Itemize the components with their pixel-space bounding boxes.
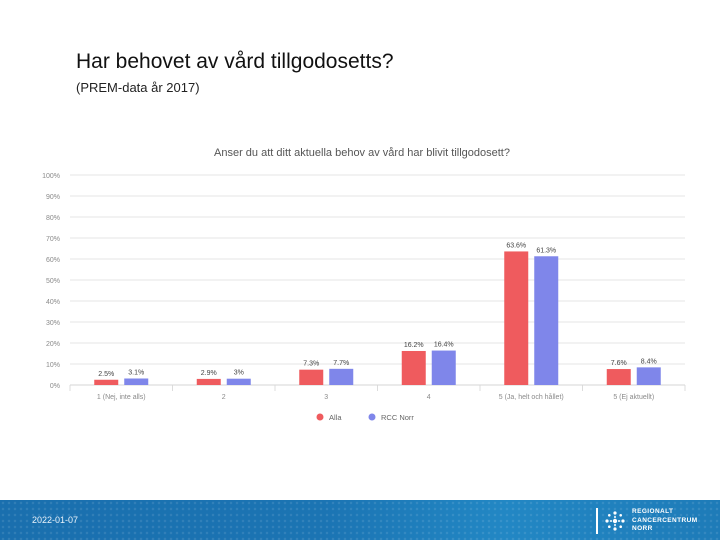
footer-bar: 2022-01-07 — [0, 500, 720, 540]
y-tick-label: 30% — [46, 320, 60, 327]
footer-pattern — [0, 500, 720, 540]
bar-alla — [401, 350, 426, 385]
slide-subtitle: (PREM-data år 2017) — [76, 80, 200, 95]
bar-rcc-norr — [636, 367, 661, 385]
bar-chart: Anser du att ditt aktuella behov av vård… — [42, 147, 686, 422]
y-tick-label: 50% — [46, 278, 60, 285]
bar-rcc-norr — [534, 256, 559, 385]
x-tick-label: 5 (Ja, helt och hållet) — [499, 393, 564, 401]
data-label: 61.3% — [536, 247, 556, 254]
data-label: 16.4% — [434, 342, 454, 349]
slide-title: Har behovet av vård tillgodosetts? — [76, 50, 394, 73]
logo-star-icon — [605, 511, 625, 531]
legend-label: RCC Norr — [381, 413, 414, 422]
logo-line-1: REGIONALT — [632, 508, 674, 515]
data-label: 7.6% — [611, 360, 627, 367]
bar-rcc-norr — [329, 368, 354, 385]
y-tick-label: 0% — [50, 383, 60, 390]
x-tick-label: 2 — [222, 394, 226, 401]
grid-layer: 0% 10% 20% 30% 40% 50% 60% 70% 80% 90% 100% — [42, 173, 686, 391]
y-tick-label: 60% — [46, 257, 60, 264]
y-tick-label: 100% — [42, 173, 60, 180]
footer-date: 2022-01-07 — [32, 515, 79, 525]
chart-title: Anser du att ditt aktuella behov av vård… — [214, 147, 510, 159]
y-tick-label: 80% — [46, 215, 60, 222]
data-label: 8.4% — [641, 358, 657, 365]
bar-rcc-norr — [124, 378, 149, 385]
bar-alla — [94, 379, 119, 385]
logo-line-2: CANCERCENTRUM — [632, 516, 698, 524]
data-label: 63.6% — [506, 242, 526, 249]
y-tick-label: 90% — [46, 194, 60, 201]
logo-text: REGIONALT CANCERCENTRUM NORR — [632, 508, 714, 534]
x-tick-label: 1 (Nej, inte alls) — [97, 394, 146, 401]
bar-rcc-norr — [431, 350, 456, 385]
data-label: 3% — [234, 370, 244, 377]
data-label: 2.9% — [201, 370, 217, 377]
rcc-logo: REGIONALT CANCERCENTRUM NORR — [596, 506, 714, 536]
bar-alla — [196, 378, 221, 385]
bar-rcc-norr — [226, 378, 251, 385]
bar-alla — [606, 369, 631, 385]
legend-swatch — [316, 413, 324, 421]
data-label: 3.1% — [128, 369, 144, 376]
data-label: 2.5% — [98, 371, 114, 378]
logo-line-3: NORR — [632, 525, 653, 532]
x-tick-label: 4 — [427, 394, 431, 401]
bar-alla — [504, 251, 529, 385]
legend: Alla RCC Norr — [316, 413, 414, 422]
y-tick-label: 40% — [46, 299, 60, 306]
x-tick-label: 3 — [324, 394, 328, 401]
data-label: 16.2% — [404, 342, 424, 349]
y-tick-label: 20% — [46, 341, 60, 348]
logo-divider — [596, 508, 598, 534]
bar-layer — [94, 251, 661, 385]
label-layer: 2.5% 3.1% 1 (Nej, inte alls) 2.9% 3% 2 7.3% 7.7… — [97, 242, 657, 401]
x-tick-label: 5 (Ej aktuellt) — [613, 394, 654, 401]
y-tick-label: 10% — [46, 362, 60, 369]
y-tick-label: 70% — [46, 236, 60, 243]
chart-container: Anser du att ditt aktuella behov av vård… — [30, 140, 695, 440]
bar-alla — [299, 369, 324, 385]
data-label: 7.7% — [333, 360, 349, 367]
data-label: 7.3% — [303, 361, 319, 368]
legend-swatch — [368, 413, 376, 421]
legend-label: Alla — [329, 413, 342, 422]
